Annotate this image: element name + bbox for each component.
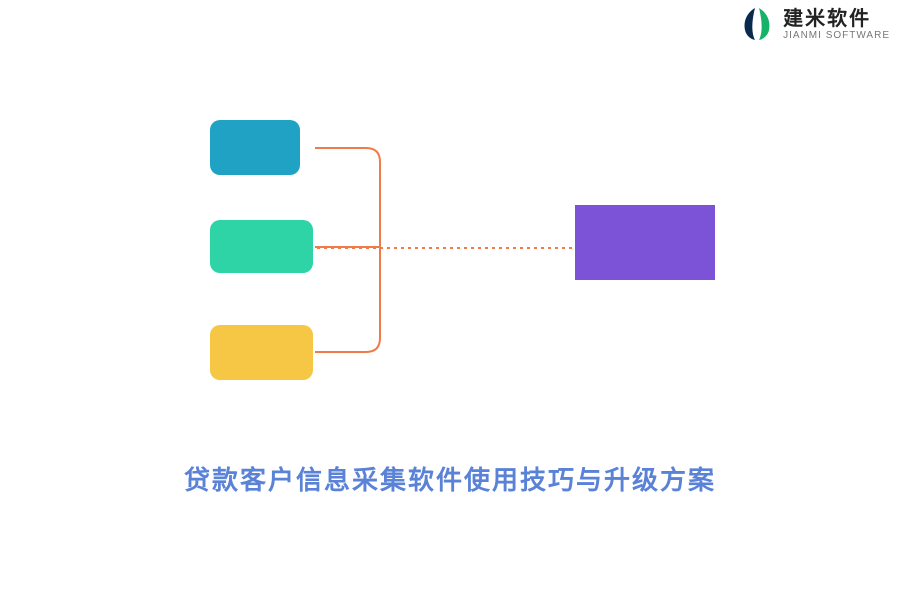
node-n1: [210, 120, 300, 175]
diagram-canvas: 建米软件 JIANMI SOFTWARE 贷款客户信息采集软件使用技巧与升级方案: [0, 0, 900, 600]
brand-logo: 建米软件 JIANMI SOFTWARE: [739, 6, 890, 42]
node-n2: [210, 220, 313, 273]
logo-text: 建米软件 JIANMI SOFTWARE: [783, 8, 890, 41]
node-n3: [210, 325, 313, 380]
diagram-title: 贷款客户信息采集软件使用技巧与升级方案: [0, 460, 900, 497]
node-n4: [575, 205, 715, 280]
connector-layer: [0, 0, 900, 600]
logo-title-cn: 建米软件: [783, 8, 890, 30]
logo-icon: [739, 6, 775, 42]
logo-title-en: JIANMI SOFTWARE: [783, 30, 890, 41]
